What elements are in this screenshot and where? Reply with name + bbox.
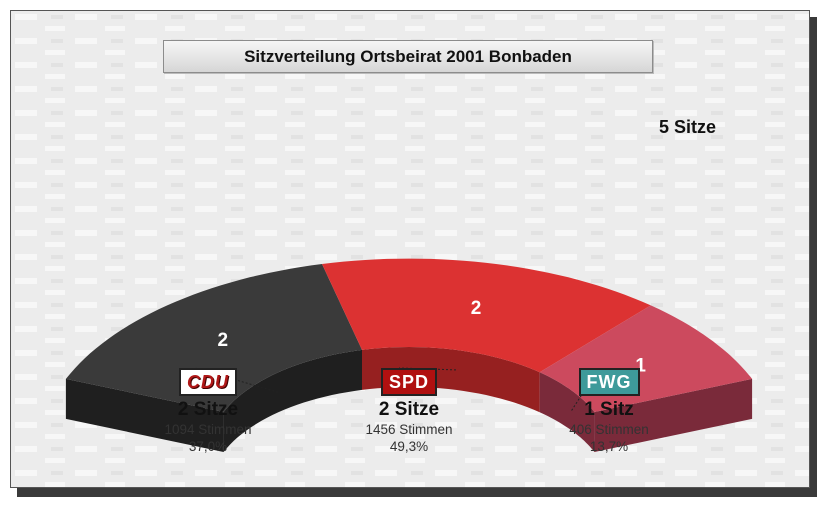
cdu-percent: 37,0% [188, 439, 228, 454]
wedge-top-spd [322, 258, 651, 373]
wedge-side-spd [362, 347, 540, 413]
wedge-side-cdu [223, 349, 362, 452]
seat-chart: 2 2 1 [11, 11, 809, 487]
wedge-cap-left [65, 378, 224, 452]
seat-count-spd: 2 [471, 298, 482, 319]
party-fwg: FWG 1 Sitz 406 Stimmen 13,7% [529, 368, 689, 455]
cdu-seats: 2 Sitze [177, 399, 239, 420]
fwg-seats: 1 Sitz [584, 399, 634, 420]
cdu-votes: 1094 Stimmen [164, 422, 252, 437]
chart-frame: 2 2 1 Sitzverteilung Ortsbeirat 2001 Bonba… [10, 10, 810, 488]
spd-logo: SPD [380, 368, 437, 396]
cdu-logo: CDU [179, 368, 237, 396]
wedge-spd [322, 258, 651, 413]
wedge-cdu [65, 264, 363, 452]
party-spd: SPD 2 Sitze 1456 Stimmen 49,3% [329, 368, 489, 455]
wedge-top-cdu [65, 264, 363, 412]
fwg-votes: 406 Stimmen [569, 422, 649, 437]
spd-percent: 49,3% [389, 439, 429, 454]
spd-seats: 2 Sitze [378, 399, 440, 420]
wedge-cap-right [594, 378, 753, 452]
fwg-logo: FWG [578, 368, 640, 396]
fwg-percent: 13,7% [589, 439, 629, 454]
chart-title: Sitzverteilung Ortsbeirat 2001 Bonbaden [163, 40, 653, 73]
wedge-side-fwg [539, 372, 595, 452]
seat-count-cdu: 2 [218, 330, 229, 351]
total-seats-label: 5 Sitze [659, 117, 717, 137]
seat-count-fwg: 1 [635, 356, 646, 377]
party-cdu: CDU 2 Sitze 1094 Stimmen 37,0% [128, 368, 288, 455]
spd-votes: 1456 Stimmen [365, 422, 453, 437]
